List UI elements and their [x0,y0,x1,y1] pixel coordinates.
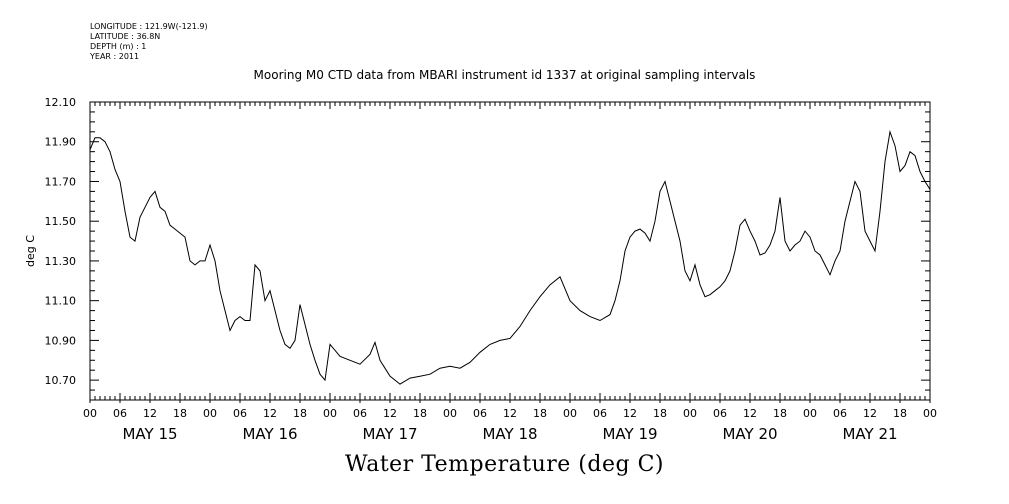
x-hour-label: 12 [743,407,757,420]
x-hour-label: 12 [503,407,517,420]
chart-caption: Water Temperature (deg C) [345,452,664,477]
plot-frame [89,101,931,401]
x-day-label: MAY 20 [722,425,777,443]
x-hour-label: 00 [203,407,217,420]
x-day-label: MAY 21 [842,425,897,443]
x-hour-label: 18 [653,407,667,420]
x-hour-label: 00 [443,407,457,420]
x-hour-label: 18 [173,407,187,420]
meta-depth: DEPTH (m) : 1 [90,42,147,51]
y-tick-label: 11.50 [45,215,77,228]
y-tick-label: 12.10 [45,96,77,109]
x-hour-label: 06 [233,407,247,420]
x-hour-label: 12 [863,407,877,420]
series-line [89,129,931,385]
x-hour-label: 00 [83,407,97,420]
x-hour-label: 18 [533,407,547,420]
x-hour-label: 18 [293,407,307,420]
x-hour-label: 00 [323,407,337,420]
y-tick-label: 10.70 [45,374,77,387]
x-hour-label: 06 [713,407,727,420]
y-tick-label: 11.90 [45,136,77,149]
x-day-label: MAY 16 [242,425,297,443]
x-day-label: MAY 19 [602,425,657,443]
x-hour-label: 12 [383,407,397,420]
y-tick-label: 11.70 [45,175,77,188]
x-hour-label: 12 [143,407,157,420]
chart-title: Mooring M0 CTD data from MBARI instrumen… [253,68,756,82]
y-axis-label: deg C [24,235,37,267]
x-hour-label: 18 [773,407,787,420]
x-hour-label: 06 [593,407,607,420]
x-hour-label: 00 [683,407,697,420]
meta-longitude: LONGITUDE : 121.9W(-121.9) [90,22,208,31]
y-tick-label: 10.90 [45,334,77,347]
y-tick-label: 11.30 [45,255,77,268]
x-hour-label: 12 [263,407,277,420]
y-tick-label: 11.10 [45,295,77,308]
x-hour-label: 00 [923,407,937,420]
x-hour-label: 06 [833,407,847,420]
x-day-label: MAY 17 [362,425,417,443]
x-hour-label: 06 [113,407,127,420]
x-hour-label: 00 [803,407,817,420]
x-hour-label: 06 [473,407,487,420]
meta-year: YEAR : 2011 [90,52,140,61]
x-day-label: MAY 15 [122,425,177,443]
x-day-label: MAY 18 [482,425,537,443]
x-hour-label: 18 [893,407,907,420]
meta-latitude: LATITUDE : 36.8N [90,32,161,41]
x-hour-label: 06 [353,407,367,420]
location-metadata: LONGITUDE : 121.9W(-121.9) LATITUDE : 36… [90,22,208,62]
x-hour-label: 00 [563,407,577,420]
x-hour-label: 12 [623,407,637,420]
x-hour-label: 18 [413,407,427,420]
